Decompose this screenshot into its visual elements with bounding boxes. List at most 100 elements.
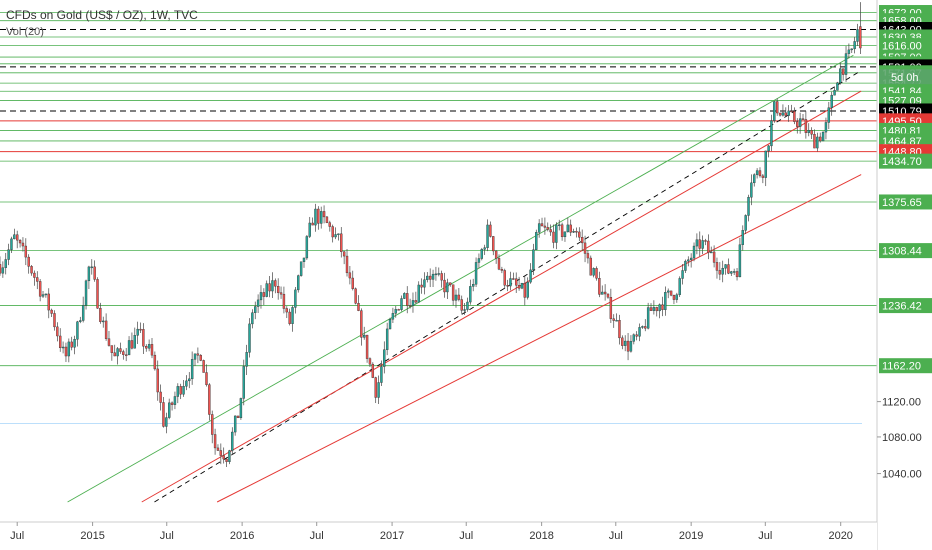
candle-body[interactable] — [632, 334, 635, 342]
candle-body[interactable] — [314, 208, 317, 226]
candle-body[interactable] — [110, 345, 114, 353]
candle-body[interactable] — [466, 301, 469, 310]
candle-body[interactable] — [44, 293, 48, 296]
candle-body[interactable] — [288, 311, 291, 324]
candle-body[interactable] — [113, 352, 116, 357]
candle-body[interactable] — [446, 282, 449, 293]
candle-body[interactable] — [558, 224, 561, 226]
candle-body[interactable] — [727, 264, 730, 274]
candle-body[interactable] — [621, 337, 624, 346]
candle-body[interactable] — [357, 303, 360, 311]
time-tick-label-4[interactable]: Jul — [310, 530, 324, 542]
candle-body[interactable] — [692, 245, 696, 259]
price-tick-label-1120-00[interactable]: 1120.00 — [882, 397, 921, 409]
candle-body[interactable] — [486, 224, 489, 248]
candle-body[interactable] — [457, 294, 461, 300]
candle-body[interactable] — [830, 94, 833, 108]
candle-body[interactable] — [67, 341, 71, 357]
candle-body[interactable] — [471, 284, 475, 287]
candle-body[interactable] — [629, 341, 633, 352]
candle-body[interactable] — [79, 320, 82, 322]
candle-body[interactable] — [537, 223, 541, 233]
candle-body[interactable] — [738, 244, 742, 278]
candle-body[interactable] — [807, 130, 810, 133]
candle-body[interactable] — [744, 215, 747, 231]
candle-body[interactable] — [13, 234, 16, 240]
candle-body[interactable] — [601, 291, 604, 295]
time-tick-label-3[interactable]: 2016 — [230, 530, 254, 542]
candle-body[interactable] — [18, 239, 22, 244]
candle-body[interactable] — [391, 313, 395, 320]
candle-body[interactable] — [354, 288, 357, 304]
candle-body[interactable] — [658, 304, 661, 312]
candle-body[interactable] — [414, 300, 418, 303]
candle-body[interactable] — [368, 358, 372, 365]
candle-body[interactable] — [641, 326, 644, 328]
candle-body[interactable] — [228, 450, 231, 462]
candle-body[interactable] — [383, 349, 386, 367]
candle-body[interactable] — [712, 251, 716, 263]
candle-body[interactable] — [781, 112, 785, 116]
candle-body[interactable] — [652, 307, 656, 311]
candle-body[interactable] — [245, 352, 248, 367]
candle-body[interactable] — [532, 249, 535, 271]
candle-body[interactable] — [294, 289, 297, 308]
candle-body[interactable] — [463, 309, 466, 311]
candle-body[interactable] — [816, 136, 819, 149]
candle-body[interactable] — [251, 312, 254, 325]
candle-body[interactable] — [730, 271, 733, 274]
candle-body[interactable] — [262, 292, 266, 297]
candle-body[interactable] — [520, 282, 524, 289]
candle-body[interactable] — [500, 269, 504, 271]
candle-body[interactable] — [388, 319, 392, 330]
candle-body[interactable] — [506, 285, 509, 287]
candle-body[interactable] — [715, 262, 719, 271]
candle-body[interactable] — [552, 231, 555, 243]
candle-body[interactable] — [81, 305, 85, 321]
candle-body[interactable] — [669, 290, 673, 296]
candle-body[interactable] — [348, 272, 352, 279]
candle-body[interactable] — [787, 110, 790, 116]
candle-body[interactable] — [385, 328, 389, 350]
candle-body[interactable] — [638, 327, 641, 337]
chart-title[interactable]: CFDs on Gold (US$ / OZ), 1W, TVC — [6, 8, 198, 22]
candle-body[interactable] — [360, 310, 363, 338]
candle-body[interactable] — [173, 396, 177, 405]
candle-body[interactable] — [761, 175, 765, 178]
candle-body[interactable] — [847, 49, 851, 54]
candle-body[interactable] — [156, 368, 159, 393]
candle-body[interactable] — [710, 251, 713, 254]
candle-body[interactable] — [308, 222, 311, 237]
candle-body[interactable] — [635, 334, 638, 337]
candle-body[interactable] — [136, 328, 139, 336]
candle-body[interactable] — [684, 260, 687, 271]
candle-body[interactable] — [1, 267, 5, 274]
candle-body[interactable] — [193, 353, 197, 360]
candle-body[interactable] — [750, 182, 753, 198]
candle-body[interactable] — [850, 48, 853, 51]
candle-body[interactable] — [853, 41, 856, 50]
candle-body[interactable] — [735, 271, 739, 278]
candle-body[interactable] — [219, 450, 223, 456]
candle-body[interactable] — [575, 231, 578, 233]
candle-body[interactable] — [434, 273, 438, 276]
candle-body[interactable] — [239, 398, 243, 419]
candle-body[interactable] — [363, 334, 366, 338]
candle-body[interactable] — [150, 344, 154, 356]
candle-body[interactable] — [268, 283, 271, 292]
candle-body[interactable] — [417, 284, 420, 303]
candle-body[interactable] — [196, 353, 200, 356]
candle-body[interactable] — [569, 224, 572, 233]
candle-body[interactable] — [497, 258, 501, 270]
candle-body[interactable] — [454, 294, 458, 301]
candle-body[interactable] — [70, 341, 73, 348]
candle-body[interactable] — [689, 257, 693, 261]
candle-body[interactable] — [406, 293, 409, 306]
candle-body[interactable] — [205, 372, 208, 385]
candle-body[interactable] — [96, 279, 99, 309]
candle-body[interactable] — [644, 326, 647, 329]
time-tick-label-9[interactable]: 2019 — [679, 530, 703, 542]
candle-body[interactable] — [420, 284, 423, 288]
candle-body[interactable] — [592, 268, 595, 276]
candle-body[interactable] — [322, 211, 326, 218]
